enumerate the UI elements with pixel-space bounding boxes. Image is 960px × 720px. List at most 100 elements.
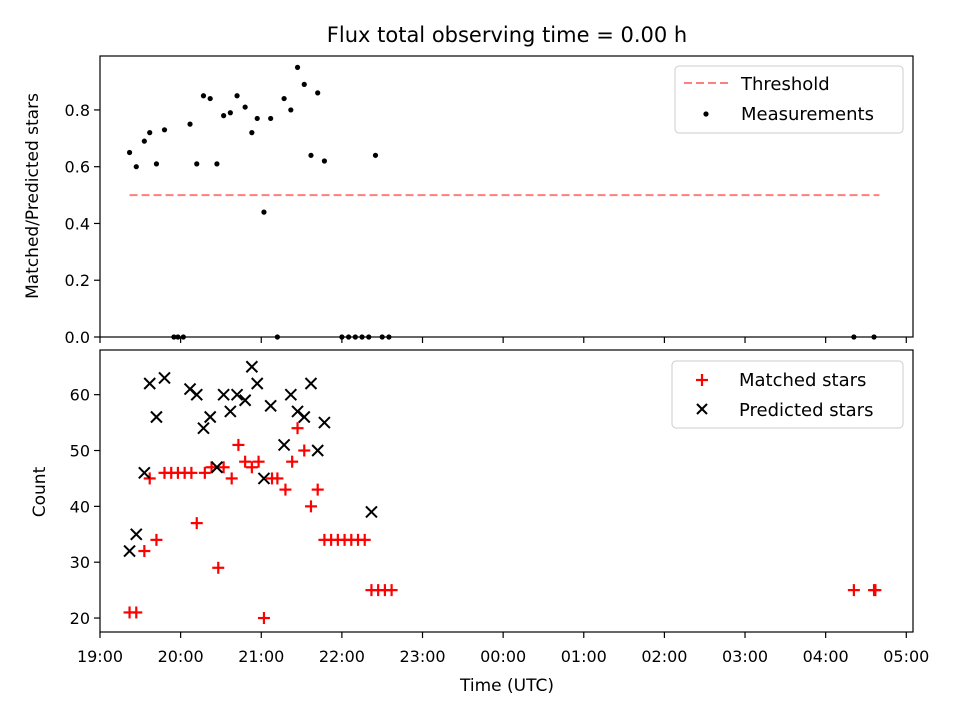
- measurement-point: [372, 152, 379, 158]
- measurement-point: [227, 110, 233, 116]
- predicted-star-point: [264, 399, 277, 413]
- y-tick-label: 40: [70, 497, 90, 516]
- measurement-point: [141, 138, 147, 144]
- predicted-star-point: [277, 438, 291, 452]
- predicted-star-point: [318, 416, 331, 429]
- matched-star-point: [245, 461, 258, 474]
- top-legend: Threshold Measurements: [674, 65, 904, 134]
- predicted-star-point: [130, 528, 143, 541]
- measurement-point: [214, 161, 220, 167]
- predicted-star-point: [298, 410, 311, 424]
- x-tick-label: 02:00: [641, 647, 687, 666]
- matched-star-point: [279, 483, 292, 496]
- predicted-star-point: [251, 377, 264, 390]
- matched-star-point: [190, 517, 203, 530]
- predicted-star-point: [150, 410, 163, 424]
- y-tick-label: 0.0: [65, 328, 90, 347]
- x-tick-label: 00:00: [480, 647, 526, 666]
- predicted-star-point: [143, 377, 156, 390]
- bottom-legend-box: [671, 360, 904, 429]
- predicted-star-point: [123, 544, 136, 558]
- y-tick-label: 60: [70, 386, 90, 405]
- y-tick-label: 0.4: [65, 214, 90, 233]
- predicted-star-point: [257, 472, 271, 485]
- matched-star-point: [385, 584, 398, 597]
- measurement-point: [126, 149, 133, 156]
- top-legend-box: [674, 65, 904, 134]
- matched-star-point: [185, 466, 198, 479]
- y-tick-label: 0.2: [65, 271, 90, 290]
- measurement-point: [281, 95, 287, 102]
- bottom-panel: 20 30 40 50 60 19:00 20:00 21:00 22:00 23:00 00:0…: [30, 349, 929, 696]
- matched-star-point: [212, 561, 225, 574]
- matched-star-point: [304, 500, 317, 513]
- legend-threshold-label: Threshold: [740, 74, 830, 95]
- bottom-y-axis: 20 30 40 50 60: [70, 386, 100, 628]
- measurement-point: [254, 115, 260, 122]
- matched-star-point: [252, 455, 265, 468]
- measurement-point: [161, 127, 168, 133]
- measurement-point: [321, 158, 328, 164]
- measurement-point: [288, 107, 294, 113]
- bottom-y-axis-label: Count: [30, 466, 50, 517]
- matched-star-point: [138, 545, 151, 558]
- measurement-point: [194, 161, 200, 167]
- measurement-point: [301, 81, 307, 87]
- y-tick-label: 20: [70, 609, 90, 628]
- bottom-axes-frame: [99, 349, 914, 633]
- measurement-point: [294, 64, 301, 70]
- matched-star-point: [291, 422, 304, 435]
- matched-star-point: [298, 444, 311, 457]
- top-panel: 0.00.20.40.60.8 Matched/Predicted stars …: [23, 55, 914, 347]
- measurement-point: [315, 90, 321, 96]
- measurement-point: [261, 209, 267, 215]
- measurement-point: [242, 104, 248, 110]
- top-axes-frame: [99, 55, 914, 338]
- y-tick-label: 50: [70, 442, 90, 461]
- x-tick-label: 01:00: [561, 647, 607, 666]
- predicted-star-point: [210, 461, 224, 474]
- matched-star-point: [257, 612, 270, 625]
- matched-star-point: [217, 461, 230, 474]
- matched-star-point: [130, 606, 143, 619]
- x-axis-label: Time (UTC): [459, 676, 554, 696]
- predicted-star-point: [224, 405, 237, 418]
- matched-star-point: [198, 466, 211, 479]
- x-tick-label: 20:00: [158, 647, 204, 666]
- predicted-star-point: [217, 388, 230, 401]
- measurement-point: [133, 164, 139, 170]
- y-tick-label: 0.6: [65, 158, 90, 177]
- predicted-star-point: [138, 466, 151, 480]
- matched-star-point: [232, 438, 245, 451]
- x-tick-label: 05:00: [883, 647, 929, 666]
- legend-measurements-label: Measurements: [741, 104, 874, 125]
- predicted-star-point: [197, 421, 210, 435]
- measurement-point: [153, 161, 160, 167]
- legend-matched-swatch: [696, 374, 708, 386]
- matched-star-point: [869, 584, 882, 597]
- matched-star-point: [150, 533, 163, 546]
- measurement-point: [187, 121, 193, 127]
- measurement-point: [147, 130, 153, 136]
- x-tick-label: 19:00: [77, 647, 123, 666]
- predicted-star-point: [238, 394, 252, 407]
- matched-star-point: [225, 472, 238, 485]
- x-tick-label: 21:00: [238, 647, 284, 666]
- matched-star-point: [271, 472, 284, 485]
- x-tick-label: 22:00: [319, 647, 365, 666]
- matched-star-point: [358, 533, 371, 546]
- predicted-star-point: [203, 410, 217, 424]
- bottom-x-axis: 19:00 20:00 21:00 22:00 23:00 00:00 01:00 02:00…: [77, 632, 929, 666]
- top-y-axis-label: Matched/Predicted stars: [23, 93, 43, 299]
- predicted-star-point: [158, 371, 171, 385]
- top-y-axis: 0.0 0.2 0.4 0.6 0.8: [65, 101, 100, 347]
- predicted-star-point: [245, 360, 259, 373]
- x-tick-label: 23:00: [399, 647, 445, 666]
- predicted-star-point: [190, 388, 203, 401]
- matched-star-point: [311, 483, 324, 496]
- measurement-point: [249, 130, 255, 136]
- y-tick-label: 0.8: [65, 101, 90, 120]
- legend-measurements-swatch: [703, 111, 709, 117]
- x-tick-label: 03:00: [722, 647, 768, 666]
